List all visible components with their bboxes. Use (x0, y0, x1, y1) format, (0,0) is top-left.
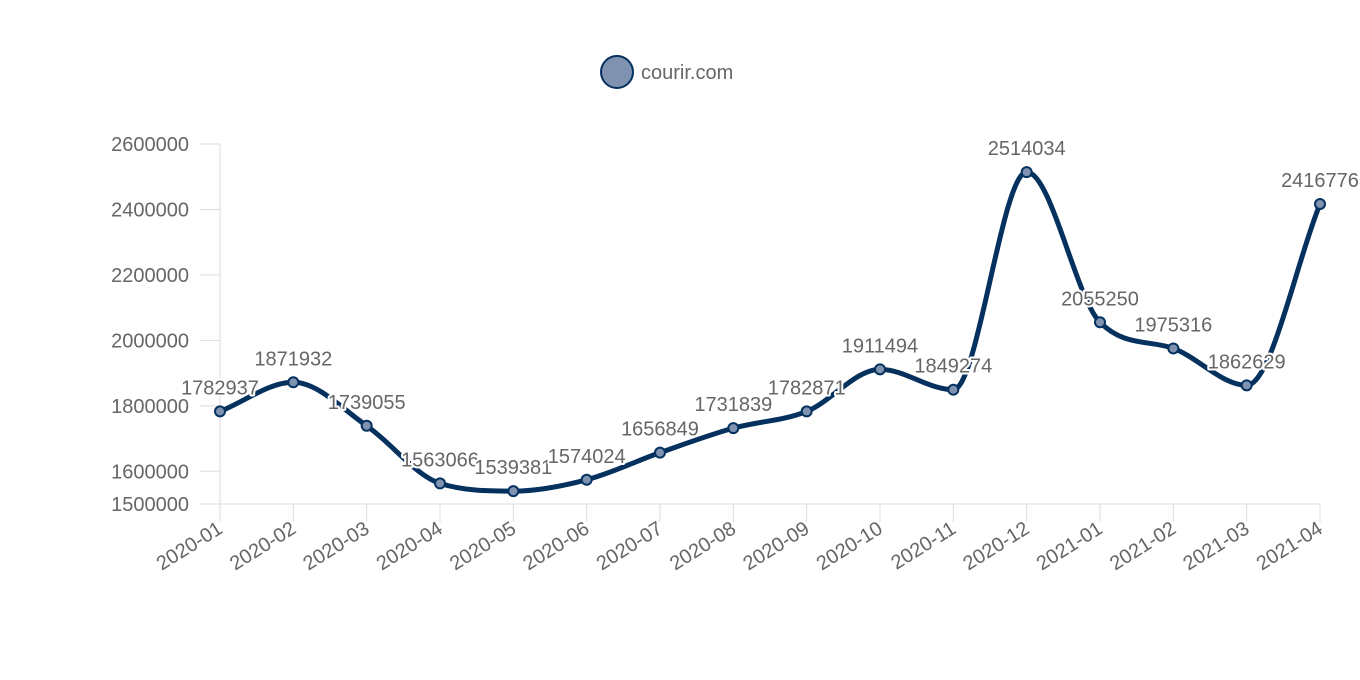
x-tick-label: 2021-01 (1033, 518, 1107, 576)
x-tick-label: 2020-04 (373, 518, 447, 576)
data-point[interactable] (507, 485, 520, 498)
y-axis: 1500000 1600000 1800000 2000000 2200000 24000… (111, 134, 221, 516)
data-point[interactable] (580, 473, 593, 486)
series-courir (214, 166, 1326, 498)
data-point[interactable] (1020, 166, 1033, 179)
x-tick-label: 2020-07 (593, 518, 667, 576)
x-tick-label: 2020-11 (887, 518, 960, 575)
data-point[interactable] (727, 422, 740, 435)
data-label: 1871932 (254, 348, 332, 370)
y-tick-label: 2400000 (111, 199, 189, 221)
data-label: 1656849 (621, 419, 699, 441)
data-label: 2514034 (988, 138, 1066, 160)
x-tick-label: 2020-01 (153, 518, 227, 576)
data-point[interactable] (947, 383, 960, 396)
data-label: 1739055 (328, 392, 406, 414)
series-line-courir (217, 169, 1323, 494)
x-tick-label: 2020-12 (959, 518, 1033, 576)
data-label: 1849274 (914, 356, 992, 378)
data-point[interactable] (360, 419, 373, 432)
data-label: 1563066 (401, 449, 479, 471)
data-point[interactable] (654, 446, 666, 459)
data-label: 2055250 (1061, 288, 1139, 310)
data-labels: 1782937 1871932 1739055 1563066153938115740… (179, 136, 1360, 481)
y-tick-label: 1800000 (111, 396, 189, 418)
data-point[interactable] (214, 405, 226, 418)
data-point[interactable] (1240, 379, 1253, 392)
x-tick-label: 2021-02 (1106, 518, 1180, 576)
x-tick-label: 2020-09 (739, 518, 813, 576)
legend-label-courir[interactable]: courir.com (641, 62, 733, 84)
data-point[interactable] (874, 363, 886, 376)
legend-swatch-courir[interactable] (600, 55, 634, 89)
y-tick-label: 2000000 (111, 330, 189, 352)
x-tick-label: 2021-04 (1253, 518, 1327, 576)
x-tick-label: 2020-06 (519, 518, 593, 576)
data-label: 1731839 (694, 394, 772, 416)
data-point[interactable] (1167, 342, 1180, 355)
data-label: 1782937 (181, 377, 259, 399)
x-tick-label: 2020-08 (666, 518, 740, 576)
data-label: 1911494 (842, 335, 918, 357)
data-label: 2416776 (1281, 170, 1359, 192)
x-tick-label: 2021-03 (1179, 518, 1253, 576)
legend[interactable]: courir.com (600, 55, 733, 89)
data-label: 1782871 (768, 377, 846, 399)
data-label: 1539381 (474, 457, 552, 479)
y-tick-label: 2600000 (111, 134, 189, 156)
x-tick-label: 2020-10 (813, 518, 887, 576)
y-tick-label: 2200000 (111, 265, 189, 287)
data-label: 1574024 (548, 446, 626, 468)
data-point[interactable] (434, 477, 446, 490)
data-point[interactable] (287, 376, 300, 389)
y-tick-label: 1600000 (111, 461, 189, 483)
x-tick-label: 2020-02 (226, 518, 300, 576)
x-tick-label: 2020-03 (299, 518, 373, 576)
data-point[interactable] (800, 405, 813, 418)
x-axis: 2020-01 2020-02 2020-03 2020-04 2020-05 2020-… (153, 503, 1327, 576)
data-point[interactable] (1314, 197, 1326, 210)
data-point[interactable] (1094, 316, 1106, 329)
x-tick-label: 2020-05 (446, 518, 520, 576)
y-tick-label: 1500000 (111, 494, 189, 516)
data-label: 1975316 (1134, 314, 1212, 336)
data-label: 1862629 (1208, 351, 1286, 373)
